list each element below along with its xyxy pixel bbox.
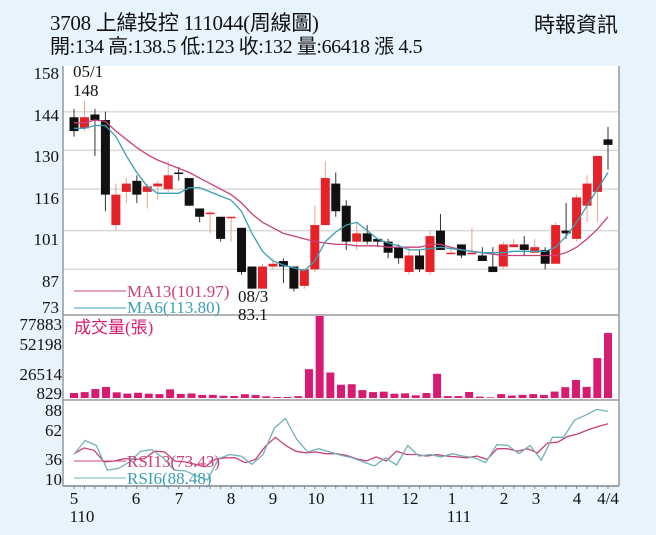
rsi13-legend-label: RSI13(73.43) — [127, 452, 220, 471]
high-date-annotation: 05/1 — [73, 62, 103, 81]
ma13-line — [74, 119, 609, 257]
price-tick-130: 130 — [34, 147, 60, 166]
price-tick-158: 158 — [34, 64, 60, 83]
price-tick-101: 101 — [34, 230, 60, 249]
volume-title: 成交量(張) — [74, 318, 153, 337]
x-axis-ticks — [73, 486, 609, 489]
low-value-annotation: 83.1 — [238, 305, 268, 324]
low-date-annotation: 08/3 — [238, 287, 268, 306]
x-label-6: 6 — [132, 489, 141, 508]
rsi-tick-88: 88 — [45, 401, 62, 420]
x-label-7: 7 — [175, 489, 184, 508]
price-tick-144: 144 — [34, 106, 60, 125]
high-value-annotation: 148 — [73, 81, 99, 100]
rsi6-legend-label: RSI6(88.48) — [127, 469, 212, 488]
x-label-10: 10 — [308, 489, 325, 508]
price-tick-116: 116 — [34, 189, 59, 208]
x-label-5: 5 — [70, 489, 79, 508]
volume-bars — [70, 316, 612, 398]
ohlc-summary: 開:134 高:138.5 低:123 收:132 量:66418 漲 4.5 — [50, 36, 423, 58]
vol-tick-829: 829 — [37, 384, 63, 403]
x-label-12: 12 — [402, 489, 419, 508]
x-label-11: 11 — [359, 489, 375, 508]
price-tick-73: 73 — [42, 298, 59, 317]
price-gridlines — [64, 110, 618, 271]
ma6-legend-label: MA6(113.80) — [127, 298, 220, 317]
y-axis-labels: 158 144 130 116 101 87 73 77883 52198 26… — [20, 64, 63, 489]
rsi-tick-36: 36 — [45, 450, 62, 469]
x-label-8: 8 — [227, 489, 236, 508]
x-label-4: 4 — [573, 489, 582, 508]
vol-tick-52198: 52198 — [20, 335, 63, 354]
rsi-tick-10: 10 — [45, 470, 62, 489]
chart-plot-area — [63, 66, 619, 485]
brand-logo-text: 時報資訊 — [534, 13, 618, 37]
vol-tick-77883: 77883 — [20, 315, 63, 334]
ma6-line — [74, 124, 609, 272]
x-label-1: 1 — [448, 489, 457, 508]
x-label-3: 3 — [532, 489, 541, 508]
chart-title: 3708 上緯投控 111044(周線圖) — [50, 11, 319, 35]
candlesticks — [69, 100, 613, 292]
ma13-legend-label: MA13(101.97) — [127, 282, 229, 301]
rsi-tick-62: 62 — [45, 421, 62, 440]
vol-tick-26514: 26514 — [20, 365, 63, 384]
x-axis-labels: 5 6 7 8 9 10 11 12 1 2 3 4 4/4 110 111 — [70, 489, 620, 526]
rsi6-line — [73, 408, 609, 481]
x-label-2: 2 — [500, 489, 509, 508]
rsi13-line — [73, 423, 609, 468]
x-label-4-4: 4/4 — [597, 489, 619, 508]
x-year-110: 110 — [70, 507, 95, 526]
x-label-9: 9 — [269, 489, 278, 508]
x-year-111: 111 — [447, 507, 471, 526]
price-tick-87: 87 — [42, 272, 60, 291]
